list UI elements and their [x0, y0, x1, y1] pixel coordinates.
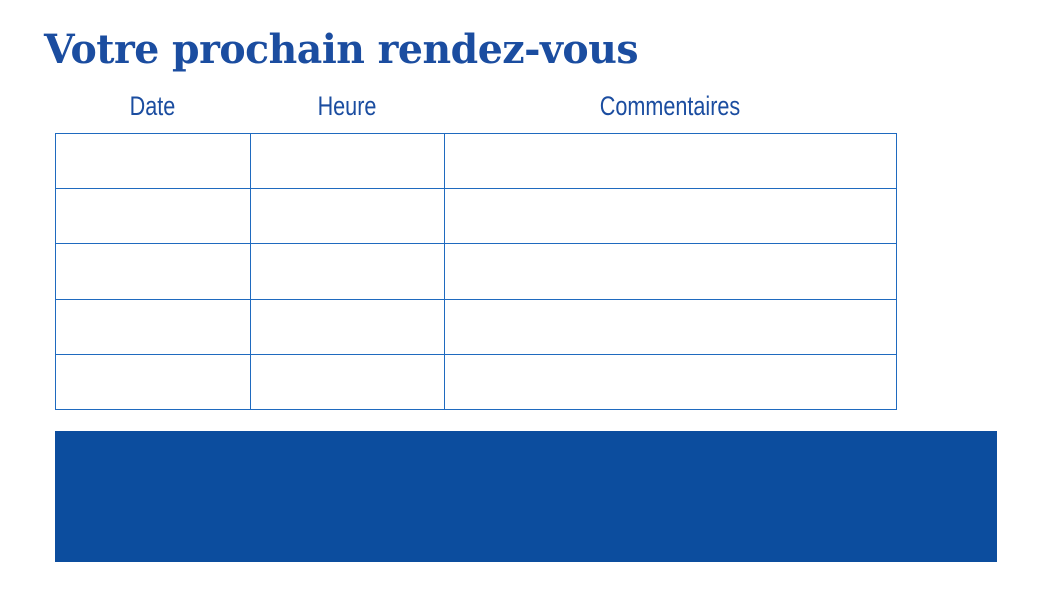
table-row[interactable] — [55, 188, 897, 245]
cell-date[interactable] — [55, 132, 251, 190]
cell-heure[interactable] — [250, 298, 445, 355]
cell-heure[interactable] — [250, 132, 445, 190]
table-column-headers: Date Heure Commentaires — [55, 89, 896, 125]
cell-date[interactable] — [55, 353, 251, 410]
cell-heure[interactable] — [250, 243, 445, 300]
cell-heure[interactable] — [250, 188, 445, 245]
appointments-table-body — [55, 132, 897, 410]
table-row[interactable] — [55, 298, 897, 355]
cell-date[interactable] — [55, 298, 251, 355]
cell-commentaires[interactable] — [444, 188, 897, 245]
cell-commentaires[interactable] — [444, 243, 897, 300]
cell-heure[interactable] — [250, 353, 445, 410]
table-row[interactable] — [55, 132, 897, 190]
cell-date[interactable] — [55, 188, 251, 245]
table-row[interactable] — [55, 353, 897, 410]
column-header-commentaires: Commentaires — [599, 91, 741, 121]
table-row[interactable] — [55, 243, 897, 300]
cell-commentaires[interactable] — [444, 353, 897, 410]
column-header-heure: Heure — [317, 91, 377, 121]
column-header-date: Date — [129, 91, 176, 121]
footer-blue-band — [55, 431, 997, 562]
page-title: Votre prochain rendez-vous — [44, 26, 639, 73]
appointments-table — [55, 132, 897, 410]
cell-commentaires[interactable] — [444, 132, 897, 190]
cell-commentaires[interactable] — [444, 298, 897, 355]
cell-date[interactable] — [55, 243, 251, 300]
